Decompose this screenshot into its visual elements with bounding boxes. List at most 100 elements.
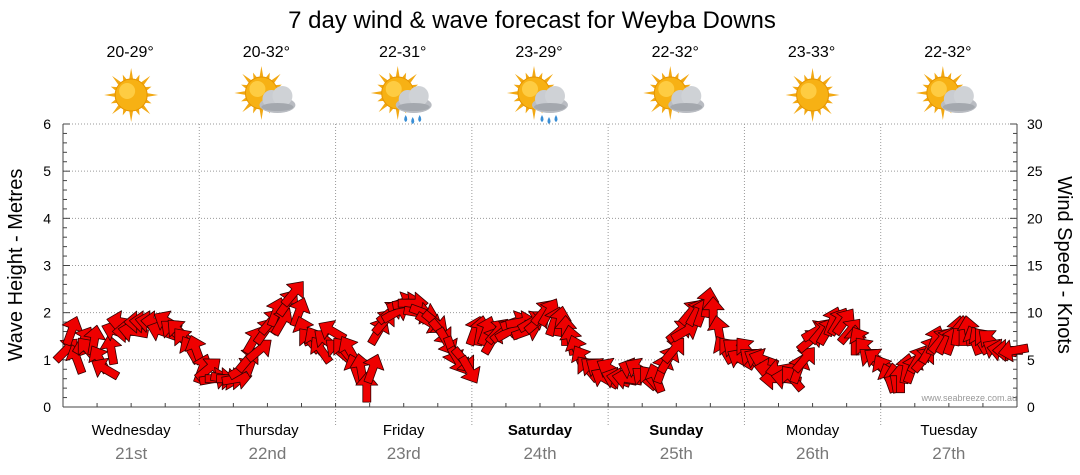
sun-ray (271, 73, 281, 84)
cloud-part (953, 86, 974, 106)
sun-cloud-icon (915, 66, 977, 120)
sun-ray (543, 73, 554, 84)
day-date: 21st (115, 444, 147, 463)
sun-ray (828, 93, 840, 97)
sun-ray (395, 108, 400, 120)
day-date: 22nd (249, 444, 287, 463)
sun-ray (507, 91, 519, 95)
sun-ray (378, 73, 388, 84)
rain-drops (404, 115, 422, 124)
sun-cloud-icon (234, 66, 296, 120)
sun-ray (112, 75, 122, 86)
sun-ray (793, 104, 803, 115)
day-date: 27th (932, 444, 965, 463)
day-date: 26th (796, 444, 829, 463)
day-name: Monday (786, 422, 840, 439)
credit-text: www.seabreeze.com.au (920, 393, 1017, 403)
cloud-shape (532, 86, 568, 113)
wind-arrow-shape (280, 281, 304, 308)
sun-highlight (119, 83, 136, 99)
cloud-shape (668, 86, 705, 113)
temperature-range: 22-32° (652, 44, 699, 61)
y-tick-label-right: 25 (1027, 163, 1043, 179)
cloud-part (534, 103, 566, 111)
wind-arrow-shape (701, 296, 725, 328)
sun-ray (259, 108, 264, 120)
cloud-part (681, 86, 702, 106)
sun-highlight (658, 81, 675, 97)
y-axis-right-label: Wind Speed - Knots (1053, 176, 1075, 354)
sun-cloud-icon (643, 66, 705, 120)
sun-ray (785, 93, 797, 97)
cloud-part (545, 86, 565, 106)
sun-ray (147, 93, 159, 97)
day-name: Saturday (508, 422, 573, 439)
sun-highlight (800, 83, 817, 99)
axes: 0 1 2 3 4 5 6 0 5 10 15 20 25 30 (43, 116, 1043, 415)
cloud-part (942, 103, 975, 111)
wind-arrow (362, 353, 385, 385)
day-name: Sunday (649, 422, 704, 439)
cloud-part (670, 103, 703, 111)
wind-arrow (99, 334, 123, 366)
y-tick-label-left: 2 (43, 305, 51, 321)
cloud-shape (259, 86, 296, 113)
y-tick-label-left: 4 (43, 210, 51, 226)
cloud-part (397, 103, 430, 111)
sun-ray (129, 68, 134, 80)
wind-arrow (280, 281, 304, 308)
wind-arrow (458, 354, 481, 384)
sun-ray (395, 66, 400, 78)
sun-ray (104, 93, 116, 97)
wind-arrow-shape (194, 358, 221, 382)
cloud-part (408, 86, 429, 106)
sun-ray (822, 75, 832, 86)
temperature-range: 22-31° (379, 44, 426, 61)
chart-title: 7 day wind & wave forecast for Weyba Dow… (288, 7, 776, 34)
sun-ray (915, 91, 927, 95)
y-tick-label-right: 5 (1027, 352, 1035, 368)
wind-arrow (83, 324, 106, 356)
wind-arrow (288, 297, 311, 328)
sun-ray (242, 73, 252, 84)
sun-ray (923, 73, 933, 84)
wind-arrow-shape (362, 353, 385, 385)
sun-ray (952, 73, 962, 84)
sun-ray (532, 66, 536, 78)
wind-arrow (701, 296, 725, 328)
wind-arrow (194, 358, 221, 382)
wind-arrow (61, 316, 84, 347)
sun-cloud-rain-icon (507, 66, 568, 124)
y-tick-label-left: 5 (43, 163, 51, 179)
sun-cloud-rain-icon (370, 66, 432, 124)
sun-icon (104, 68, 159, 122)
sun-ray (370, 91, 382, 95)
wind-arrow-shape (83, 324, 106, 356)
sun-ray (234, 91, 246, 95)
sun-ray (793, 75, 803, 86)
wind-arrow-shape (458, 354, 481, 384)
sun-ray (822, 104, 832, 115)
wind-arrow-shape (310, 336, 334, 365)
rain-drop (418, 115, 422, 122)
y-tick-label-right: 20 (1027, 210, 1043, 226)
y-tick-label-left: 6 (43, 116, 51, 132)
sun-ray (242, 102, 252, 113)
sun-ray (532, 108, 536, 120)
y-axis-left-label: Wave Height - Metres (5, 169, 27, 362)
sun-ray (407, 73, 417, 84)
wind-arrow (998, 339, 1030, 363)
wind-arrow-shape (288, 297, 311, 328)
temperature-range: 20-32° (243, 44, 290, 61)
sun-ray (514, 102, 525, 113)
day-date: 23rd (387, 444, 421, 463)
day-date: 24th (523, 444, 556, 463)
sun-ray (643, 91, 655, 95)
sun-ray (514, 73, 525, 84)
wind-arrow-shape (61, 316, 84, 347)
temperature-range: 23-33° (788, 44, 835, 61)
day-name: Thursday (236, 422, 299, 439)
rain-drops (540, 115, 558, 124)
y-tick-label-right: 10 (1027, 305, 1043, 321)
sun-icon (785, 68, 840, 122)
